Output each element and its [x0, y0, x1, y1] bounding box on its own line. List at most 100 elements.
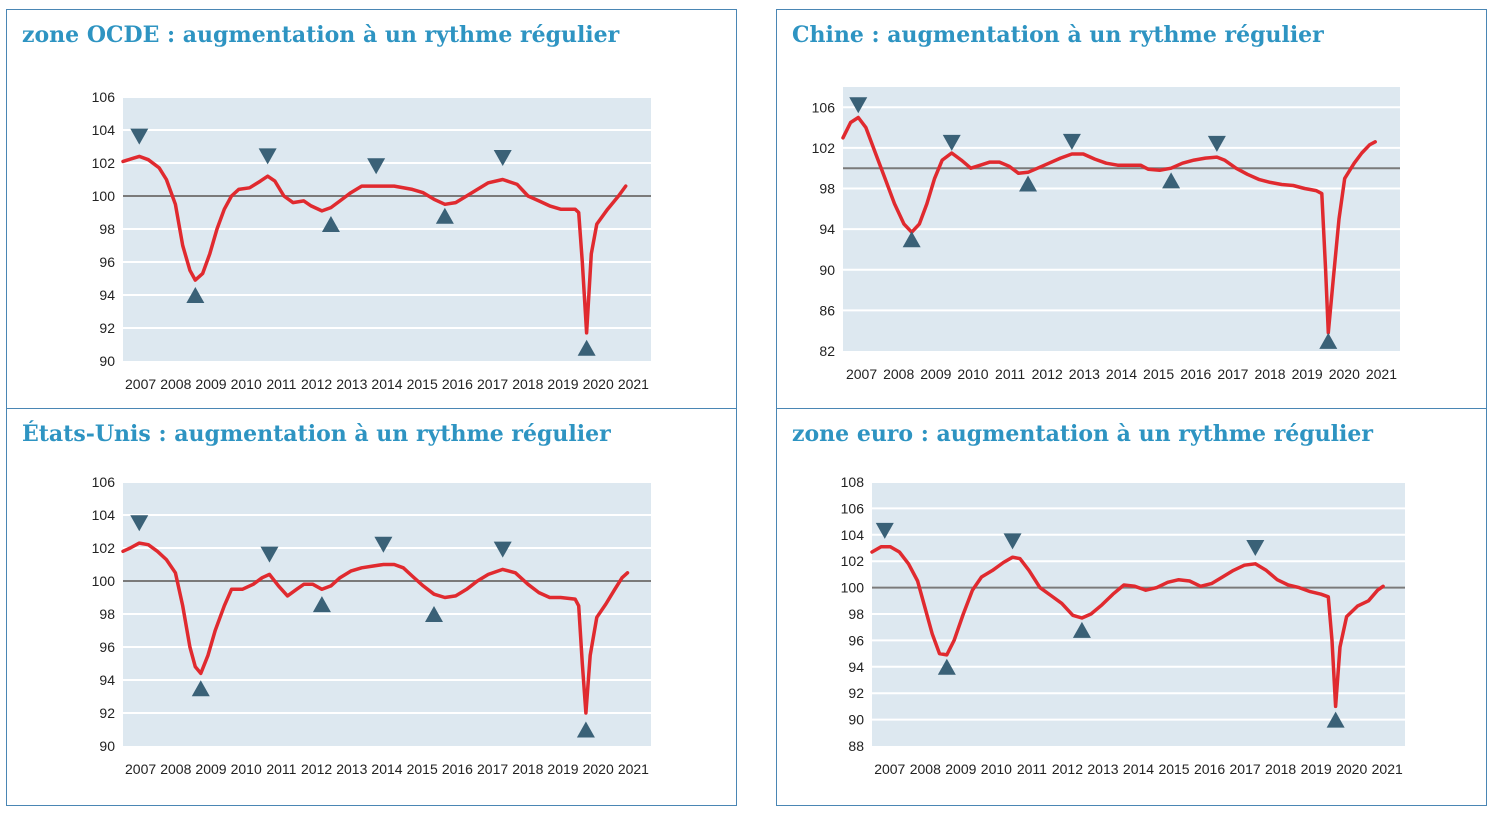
chart-china: 82 86 90 94 98 102 106 2007 2008 2009 2010 2011 2012…: [812, 87, 1400, 382]
x-tick-label: 2016: [442, 761, 473, 777]
x-tick-label: 2014: [1106, 366, 1137, 382]
y-tick-label: 92: [99, 320, 115, 336]
peak-marker-triangle-down: [130, 515, 149, 532]
series-line: [841, 115, 1377, 335]
trough-marker-triangle-up: [937, 658, 956, 675]
x-tick-label: 2015: [407, 761, 438, 777]
peak-marker-triangle-down: [367, 158, 386, 175]
x-tick-label: 2017: [477, 761, 508, 777]
x-tick-label: 2021: [1372, 761, 1403, 777]
x-tick-label: 2010: [231, 376, 262, 392]
y-tick-label: 94: [99, 672, 115, 688]
peak-marker-triangle-down: [942, 134, 961, 151]
x-tick-label: 2017: [477, 376, 508, 392]
panel-usa: États-Unis : augmentation à un rythme ré…: [6, 409, 736, 805]
x-tick-label: 2015: [1143, 366, 1174, 382]
chart-euro: 88 90 92 94 96 98 100 102 104 106 108 2007 2008 2009 2…: [841, 474, 1405, 777]
x-tick-label: 2019: [1301, 761, 1332, 777]
x-tick-label: 2019: [547, 761, 578, 777]
y-tick-label: 96: [99, 639, 115, 655]
x-tick-label: 2019: [547, 376, 578, 392]
x-tick-label: 2018: [512, 761, 543, 777]
y-tick-label: 90: [819, 262, 835, 278]
y-tick-label: 106: [812, 99, 836, 115]
panel-oecd: zone OCDE : augmentation à un rythme rég…: [6, 10, 736, 406]
panel-china: Chine : augmentation à un rythme régulie…: [776, 10, 1486, 406]
trough-marker-triangle-up: [577, 339, 596, 356]
x-tick-label: 2010: [957, 366, 988, 382]
x-tick-label: 2020: [1329, 366, 1360, 382]
x-tick-label: 2016: [442, 376, 473, 392]
x-tick-label: 2013: [336, 761, 367, 777]
y-tick-label: 100: [92, 573, 116, 589]
y-tick-label: 102: [812, 140, 836, 156]
x-tick-label: 2016: [1180, 366, 1211, 382]
x-tick-label: 2008: [910, 761, 941, 777]
x-tick-label: 2019: [1292, 366, 1323, 382]
panel-title-china: Chine : augmentation à un rythme régulie…: [792, 22, 1324, 48]
x-tick-label: 2020: [583, 376, 614, 392]
y-tick-label: 90: [99, 738, 115, 754]
x-tick-label: 2007: [125, 376, 156, 392]
x-tick-label: 2017: [1230, 761, 1261, 777]
y-tick-label: 88: [848, 738, 864, 754]
x-tick-label: 2012: [1052, 761, 1083, 777]
peak-marker-triangle-down: [1246, 540, 1265, 556]
x-tick-label: 2014: [371, 376, 402, 392]
trough-marker-triangle-up: [435, 207, 454, 224]
x-tick-label: 2015: [1158, 761, 1189, 777]
peak-marker-triangle-down: [1062, 133, 1081, 150]
peak-marker-triangle-down: [875, 522, 894, 539]
x-tick-label: 2020: [1336, 761, 1367, 777]
x-tick-label: 2020: [583, 761, 614, 777]
y-tick-label: 82: [819, 343, 835, 359]
x-tick-label: 2007: [846, 366, 877, 382]
x-tick-label: 2007: [125, 761, 156, 777]
trough-marker-triangle-up: [425, 606, 444, 622]
x-tick-label: 2011: [266, 761, 296, 777]
series-line: [870, 544, 1385, 709]
x-tick-label: 2010: [981, 761, 1012, 777]
trough-marker-triangle-up: [321, 216, 340, 233]
trough-marker-triangle-up: [186, 287, 205, 303]
x-tick-label: 2018: [1254, 366, 1285, 382]
y-tick-label: 90: [99, 353, 115, 369]
peak-marker-triangle-down: [258, 148, 277, 165]
x-tick-label: 2009: [945, 761, 976, 777]
x-tick-label: 2011: [995, 366, 1025, 382]
peak-marker-triangle-down: [1207, 135, 1226, 152]
trough-marker-triangle-up: [1019, 175, 1038, 192]
x-tick-label: 2008: [160, 376, 191, 392]
trough-marker-triangle-up: [902, 231, 921, 248]
x-tick-label: 2008: [883, 366, 914, 382]
x-tick-label: 2015: [407, 376, 438, 392]
y-tick-label: 96: [99, 254, 115, 270]
y-tick-label: 94: [819, 221, 835, 237]
peak-marker-triangle-down: [1003, 533, 1022, 550]
x-tick-label: 2018: [1265, 761, 1296, 777]
y-tick-label: 98: [819, 181, 835, 197]
panel-title-euro: zone euro : augmentation à un rythme rég…: [792, 421, 1373, 447]
y-tick-label: 92: [99, 705, 115, 721]
peak-marker-triangle-down: [493, 541, 512, 558]
trough-marker-triangle-up: [312, 596, 331, 613]
x-tick-label: 2012: [301, 376, 332, 392]
y-tick-label: 106: [92, 474, 116, 490]
peak-marker-triangle-down: [849, 97, 868, 114]
x-tick-label: 2018: [512, 376, 543, 392]
frame-left-divider: [6, 408, 737, 409]
x-tick-label: 2008: [160, 761, 191, 777]
y-tick-label: 90: [848, 712, 864, 728]
y-tick-label: 104: [92, 507, 116, 523]
x-tick-label: 2011: [1017, 761, 1047, 777]
y-tick-label: 104: [841, 527, 865, 543]
x-tick-label: 2007: [874, 761, 905, 777]
x-tick-label: 2014: [371, 761, 402, 777]
y-tick-label: 96: [848, 632, 864, 648]
x-tick-label: 2011: [266, 376, 296, 392]
y-tick-label: 102: [92, 540, 116, 556]
x-tick-label: 2012: [1032, 366, 1063, 382]
y-tick-label: 102: [841, 553, 865, 569]
x-tick-label: 2009: [920, 366, 951, 382]
